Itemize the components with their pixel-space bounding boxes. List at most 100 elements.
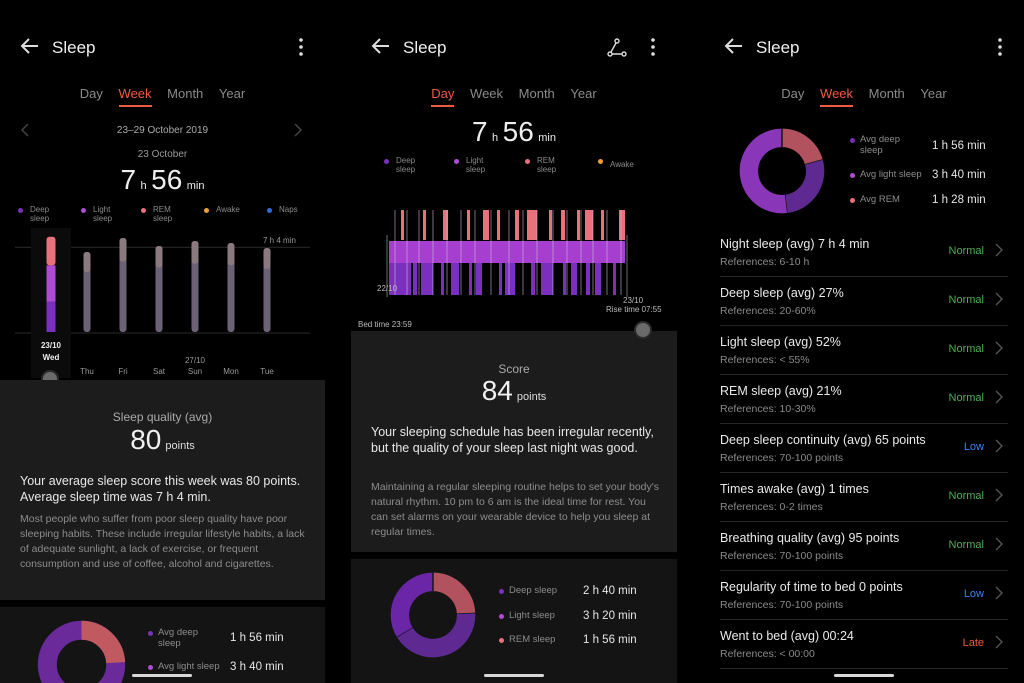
day-panel: Sleep Day Week Month Year 7 h 56 min Dee… (351, 0, 677, 683)
rem-sleep-segment (549, 210, 552, 240)
bar (263, 248, 271, 332)
light-sleep-band (389, 241, 625, 263)
metrics-list: Night sleep (avg) 7 h 4 min References: 6… (720, 228, 1008, 669)
metric-reference: References: 70-100 points (720, 599, 844, 611)
metric-title: Deep sleep continuity (avg) 65 points (720, 433, 926, 447)
average-label: 7 h 4 min (263, 236, 296, 245)
metric-row-deep-sleep[interactable]: Deep sleep (avg) 27% References: 20-60% No… (720, 277, 1008, 326)
bar (227, 243, 235, 332)
day-drag-handle[interactable] (634, 321, 652, 339)
x-tick-label: Tue (260, 367, 274, 376)
score-value: 80 points (0, 424, 325, 456)
week-donut-chart (37, 620, 126, 683)
metric-row-went-to-bed[interactable]: Went to bed (avg) 00:24 References: < 00:… (720, 620, 1008, 669)
deep-sleep-segment (413, 263, 417, 295)
total-hours: 7 (472, 116, 488, 147)
tab-year[interactable]: Year (218, 86, 246, 101)
day-donut-chart (390, 572, 476, 658)
tab-week[interactable]: Week (470, 86, 504, 101)
tab-year[interactable]: Year (570, 86, 597, 101)
donut-slice (432, 572, 476, 615)
status-label: Normal (948, 490, 984, 502)
more-vertical-icon[interactable] (295, 36, 307, 58)
tab-week[interactable]: Week (820, 86, 854, 107)
total-hours: 7 (120, 164, 137, 195)
donut-slice (784, 159, 825, 214)
chevron-right-icon (995, 292, 1003, 306)
tab-week[interactable]: Week (118, 86, 152, 107)
home-indicator[interactable] (132, 674, 192, 677)
metric-reference: References: 20-60% (720, 305, 816, 317)
tab-month[interactable]: Month (167, 86, 204, 101)
chevron-right-icon[interactable] (293, 123, 303, 137)
weekly-sleep-chart: 7 h 4 min Thu Fri Sat Sun Mon Tue 23/10 Wed 27/10 (15, 228, 310, 378)
bar-top (83, 252, 91, 272)
metric-row-night-sleep[interactable]: Night sleep (avg) 7 h 4 min References: 6… (720, 228, 1008, 277)
status-label: Normal (948, 539, 984, 551)
status-label: Late (962, 637, 984, 649)
more-vertical-icon[interactable] (647, 36, 659, 58)
chevron-right-icon (995, 586, 1003, 600)
deep-sleep-segment (505, 263, 515, 295)
sleep-legend: Deep sleep Light sleep REM sleep Awake (384, 156, 664, 176)
x-tick-label: Sun (188, 367, 202, 376)
share-icon[interactable] (607, 38, 627, 58)
donut-slice (781, 128, 823, 166)
bar-top (227, 243, 235, 266)
rem-sleep-segment (527, 210, 537, 240)
bar (155, 246, 163, 332)
metric-title: Went to bed (avg) 00:24 (720, 629, 854, 643)
score-number: 84 (481, 375, 513, 406)
deep-sleep-segment (613, 263, 616, 295)
total-sleep: 7 h 56 min (351, 116, 677, 148)
deep-sleep-segment (476, 263, 482, 295)
rem-sleep-segment (577, 210, 580, 240)
metric-row-rem-sleep[interactable]: REM sleep (avg) 21% References: 10-30% Nor… (720, 375, 1008, 424)
donut-slice (390, 572, 434, 637)
tab-year[interactable]: Year (920, 86, 947, 101)
x-tick-label: Sat (153, 367, 166, 376)
tab-day[interactable]: Day (79, 86, 103, 101)
more-vertical-icon[interactable] (994, 36, 1006, 58)
arrow-left-icon[interactable] (369, 34, 393, 58)
metric-title: REM sleep (avg) 21% (720, 384, 842, 398)
metric-row-light-sleep[interactable]: Light sleep (avg) 52% References: < 55% No… (720, 326, 1008, 375)
tab-month[interactable]: Month (868, 86, 905, 101)
deep-sleep-segment (563, 263, 566, 295)
metric-row-bed-regularity[interactable]: Regularity of time to bed 0 points Refere… (720, 571, 1008, 620)
chevron-right-icon (995, 439, 1003, 453)
home-indicator[interactable] (834, 674, 894, 677)
metric-row-deep-continuity[interactable]: Deep sleep continuity (avg) 65 points Ref… (720, 424, 1008, 473)
separator (325, 0, 351, 683)
tab-month[interactable]: Month (518, 86, 555, 101)
page-title: Sleep (403, 38, 447, 57)
chevron-left-icon[interactable] (20, 123, 30, 137)
metric-row-breathing[interactable]: Breathing quality (avg) 95 points Referen… (720, 522, 1008, 571)
deep-sleep-segment (421, 263, 433, 295)
bar-top (119, 238, 127, 262)
score-label: Score (498, 362, 530, 376)
week-breakdown-card: Avg deep sleep 1 h 56 min Avg light sleep… (0, 607, 325, 683)
date-range: 23–29 October 2019 (116, 125, 209, 136)
tab-day[interactable]: Day (781, 86, 805, 101)
selected-date-label: 23/10 (41, 341, 62, 350)
deep-sleep-segment (571, 263, 577, 295)
status-label: Low (963, 588, 984, 600)
metric-row-times-awake[interactable]: Times awake (avg) 1 times References: 0-2… (720, 473, 1008, 522)
hours-unit: h (140, 180, 147, 192)
week-details-panel: Sleep Day Week Month Year Avg deep sleep… (704, 0, 1024, 683)
week-panel: Sleep Day Week Month Year 23–29 October … (0, 0, 325, 683)
rem-sleep-segment (443, 210, 448, 240)
arrow-left-icon[interactable] (722, 34, 746, 58)
tab-day[interactable]: Day (431, 86, 455, 107)
chevron-right-icon (995, 537, 1003, 551)
chevron-right-icon (995, 488, 1003, 502)
minutes-unit: min (538, 132, 556, 144)
arrow-left-icon[interactable] (18, 34, 42, 58)
metric-reference: References: 0-2 times (720, 501, 823, 513)
page-title: Sleep (52, 38, 96, 57)
metric-reference: References: 6-10 h (720, 256, 810, 268)
home-indicator[interactable] (484, 674, 544, 677)
status-label: Low (963, 441, 984, 453)
selected-date: 23 October (137, 149, 188, 160)
